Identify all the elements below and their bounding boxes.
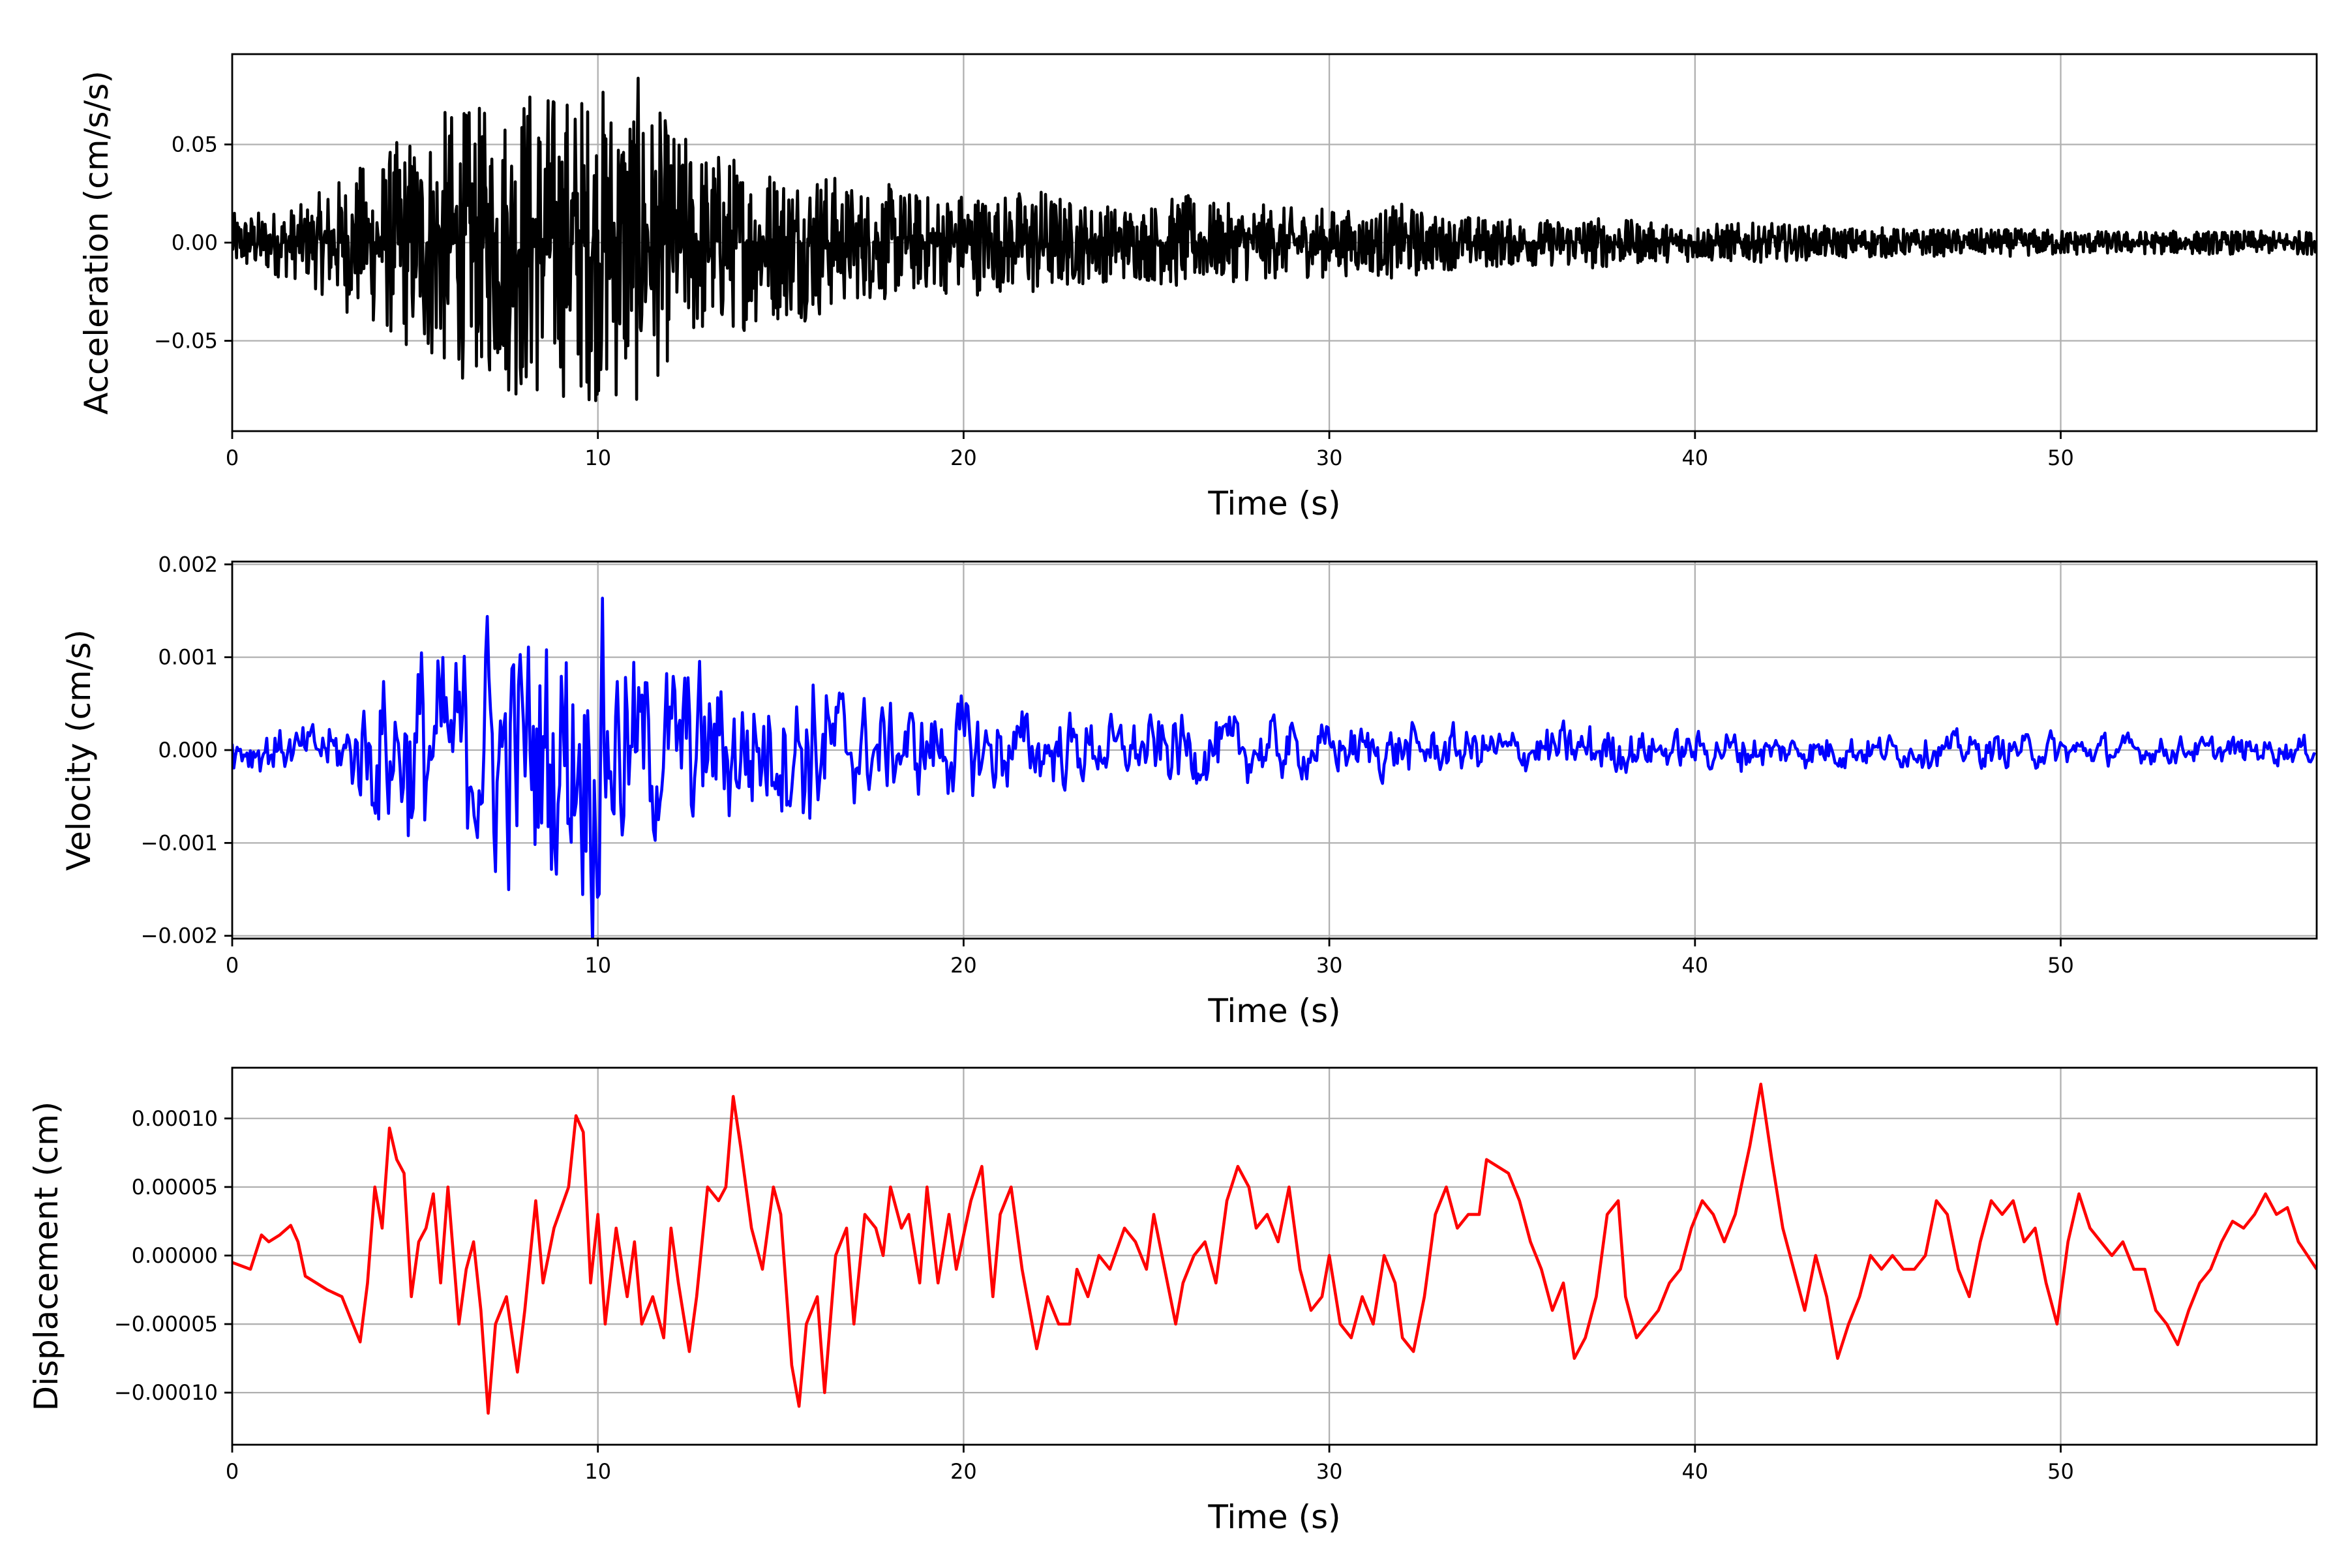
y-tick-label: −0.00005: [114, 1312, 218, 1336]
x-axis-label: Time (s): [1207, 1498, 1340, 1536]
x-axis-label: Time (s): [1207, 992, 1340, 1030]
x-tick-label: 30: [1316, 445, 1343, 470]
x-tick-label: 40: [1681, 445, 1708, 470]
y-tick-label: 0.000: [158, 738, 218, 762]
y-tick-label: 0.00005: [132, 1175, 218, 1199]
displacement-panel: 0 10 20 30 40 50 0.00010 0.00005 0.00000 −0.00005…: [27, 1066, 2318, 1536]
y-tick-label: 0.05: [172, 132, 218, 157]
x-tick-label: 20: [950, 953, 977, 978]
y-tick-label: −0.002: [141, 924, 218, 948]
y-tick-label: 0.00010: [132, 1106, 218, 1131]
y-axis-label: Velocity (cm/s): [60, 629, 98, 871]
y-tick-label: −0.05: [154, 329, 218, 354]
x-tick-label: 20: [950, 1459, 977, 1484]
x-tick-label: 20: [950, 445, 977, 470]
y-axis-label: Displacement (cm): [27, 1102, 65, 1411]
displacement-series-line: [232, 1082, 2317, 1415]
y-tick-label: −0.001: [141, 830, 218, 855]
x-tick-label: 0: [226, 1459, 239, 1484]
velocity-panel: 0 10 20 30 40 50 0.002 0.001 0.000 −0.001 −0.002 Ti…: [60, 552, 2318, 1030]
x-tick-label: 50: [2047, 445, 2074, 470]
y-axis-label: Acceleration (cm/s/s): [78, 70, 115, 415]
velocity-series-line: [232, 596, 2317, 939]
x-tick-label: 50: [2047, 1459, 2074, 1484]
x-tick-label: 0: [226, 445, 239, 470]
y-tick-label: 0.00: [172, 230, 218, 255]
y-tick-label: 0.00000: [132, 1243, 218, 1268]
acceleration-panel: 0 10 20 30 40 50 0.05 0.00 −0.05 Time (s) Accelera…: [78, 53, 2318, 522]
x-tick-label: 10: [584, 445, 611, 470]
x-tick-label: 40: [1681, 1459, 1708, 1484]
x-axis-label: Time (s): [1207, 485, 1340, 522]
x-tick-label: 0: [226, 953, 239, 978]
y-tick-label: 0.002: [158, 552, 218, 577]
acceleration-series-line: [232, 76, 2317, 402]
y-tick-label: −0.00010: [114, 1380, 218, 1405]
x-tick-label: 50: [2047, 953, 2074, 978]
x-tick-label: 30: [1316, 953, 1343, 978]
x-tick-label: 10: [584, 953, 611, 978]
x-tick-label: 10: [584, 1459, 611, 1484]
y-tick-label: 0.001: [158, 645, 218, 670]
x-tick-label: 30: [1316, 1459, 1343, 1484]
x-tick-label: 40: [1681, 953, 1708, 978]
